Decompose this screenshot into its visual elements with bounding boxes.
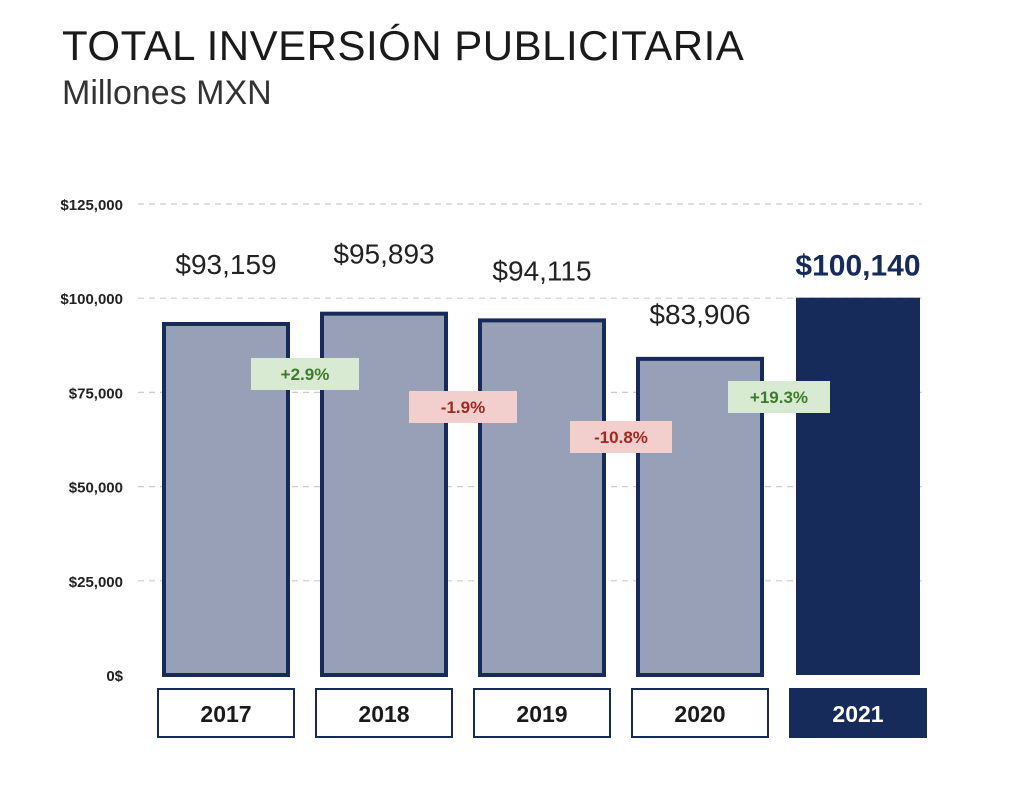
category-box: [473, 688, 611, 738]
chart-title: TOTAL INVERSIÓN PUBLICITARIA: [62, 22, 745, 69]
y-tick-label: $100,000: [60, 291, 123, 308]
change-badge: [251, 358, 359, 390]
bar: [478, 318, 606, 677]
x-tick-label: 2018: [358, 701, 409, 727]
category-box: [631, 688, 769, 738]
chart-subtitle: Millones MXN: [62, 74, 272, 112]
change-badge: [728, 381, 830, 413]
x-tick-label: 2017: [200, 701, 251, 727]
change-label: +2.9%: [281, 365, 330, 384]
bar-value-label: $83,906: [649, 299, 750, 330]
bar-value-label: $95,893: [333, 239, 434, 270]
bar-value-label: $93,159: [175, 249, 276, 280]
change-badge: [409, 391, 517, 423]
category-box: [157, 688, 295, 738]
x-tick-label: 2019: [516, 701, 567, 727]
x-tick-label: 2020: [674, 701, 725, 727]
bar-value-label: $94,115: [492, 255, 591, 286]
bar-value-label: $100,140: [795, 250, 920, 283]
y-tick-label: $125,000: [60, 197, 123, 214]
y-tick-label: $50,000: [69, 480, 123, 497]
category-box: [315, 688, 453, 738]
x-tick-label: 2021: [832, 701, 883, 727]
y-tick-label: 0$: [106, 668, 123, 685]
change-label: -1.9%: [441, 398, 485, 417]
bar: [796, 297, 920, 675]
y-tick-label: $25,000: [69, 574, 123, 591]
change-label: +19.3%: [750, 388, 808, 407]
category-box: [789, 688, 927, 738]
change-label: -10.8%: [594, 428, 648, 447]
y-tick-label: $75,000: [69, 385, 123, 402]
change-badge: [570, 421, 672, 453]
